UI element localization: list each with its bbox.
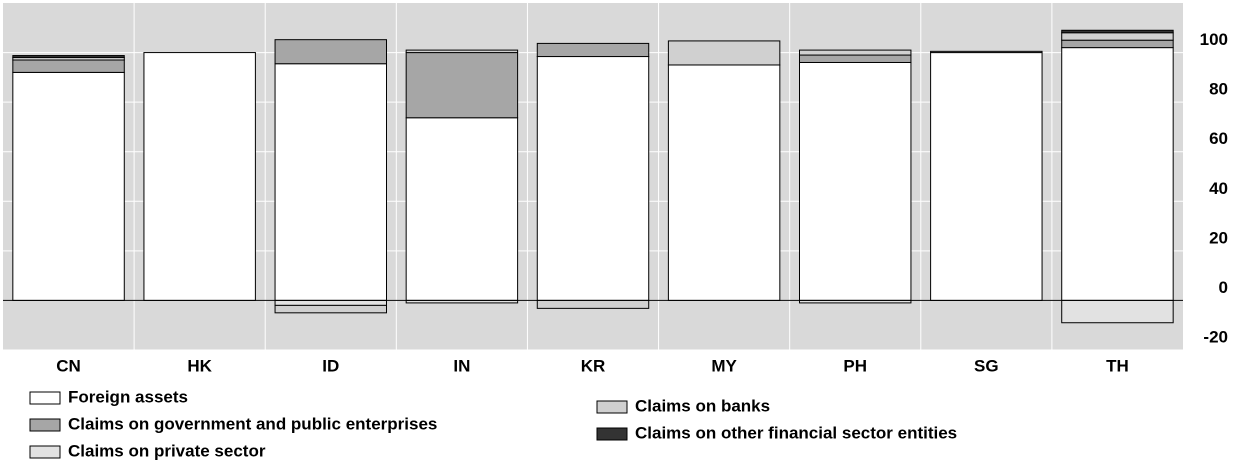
bar-segment: [799, 49, 912, 56]
bar-segment: [667, 40, 781, 66]
legend-label: Foreign assets: [68, 387, 188, 406]
bar-segment: [143, 52, 256, 301]
bar-segment: [930, 52, 1043, 301]
bar-segment: [12, 55, 125, 59]
legend-label: Claims on government and public enterpri…: [68, 414, 437, 433]
bar-segment: [536, 42, 650, 58]
x-tick-label: ID: [322, 356, 339, 375]
bar-segment: [667, 64, 781, 301]
legend-swatch: [29, 445, 61, 459]
x-tick-label: TH: [1106, 356, 1129, 375]
bar-segment: [1061, 32, 1174, 41]
y-tick-label: -20: [1203, 327, 1228, 346]
x-tick-label: PH: [843, 356, 867, 375]
bar-segment: [274, 39, 387, 65]
legend-label: Claims on private sector: [68, 441, 266, 460]
bar-segment: [799, 61, 912, 301]
y-tick-label: 40: [1209, 179, 1228, 198]
legend-swatch: [29, 418, 61, 432]
bar-segment: [12, 71, 125, 301]
bar-segment: [274, 299, 387, 306]
y-tick-label: 60: [1209, 129, 1228, 148]
bar-segment: [536, 56, 650, 301]
x-tick-label: CN: [56, 356, 81, 375]
y-tick-label: 80: [1209, 80, 1228, 99]
bar-segment: [12, 59, 125, 73]
legend-label: Claims on banks: [635, 396, 770, 415]
x-tick-label: HK: [187, 356, 212, 375]
bar-segment: [930, 50, 1043, 54]
x-tick-label: SG: [974, 356, 999, 375]
bar-segment: [405, 49, 519, 54]
legend-swatch: [596, 400, 628, 414]
bar-segment: [274, 304, 387, 314]
bar-segment: [274, 63, 387, 301]
bar-segment: [799, 54, 912, 63]
x-tick-label: MY: [711, 356, 737, 375]
y-tick-label: 100: [1200, 30, 1228, 49]
bar-segment: [1061, 39, 1174, 49]
bar-segment: [1061, 29, 1174, 34]
y-tick-label: 0: [1219, 278, 1228, 297]
y-tick-label: 20: [1209, 228, 1228, 247]
legend-swatch: [596, 427, 628, 441]
bar-segment: [1061, 299, 1174, 324]
bar-segment: [536, 299, 650, 309]
x-tick-label: KR: [581, 356, 606, 375]
bar-segment: [1061, 47, 1174, 301]
x-tick-label: IN: [453, 356, 470, 375]
legend-label: Claims on other financial sector entitie…: [635, 423, 957, 442]
bar-segment: [405, 52, 519, 119]
bar-segment: [405, 117, 519, 301]
legend-swatch: [29, 391, 61, 405]
